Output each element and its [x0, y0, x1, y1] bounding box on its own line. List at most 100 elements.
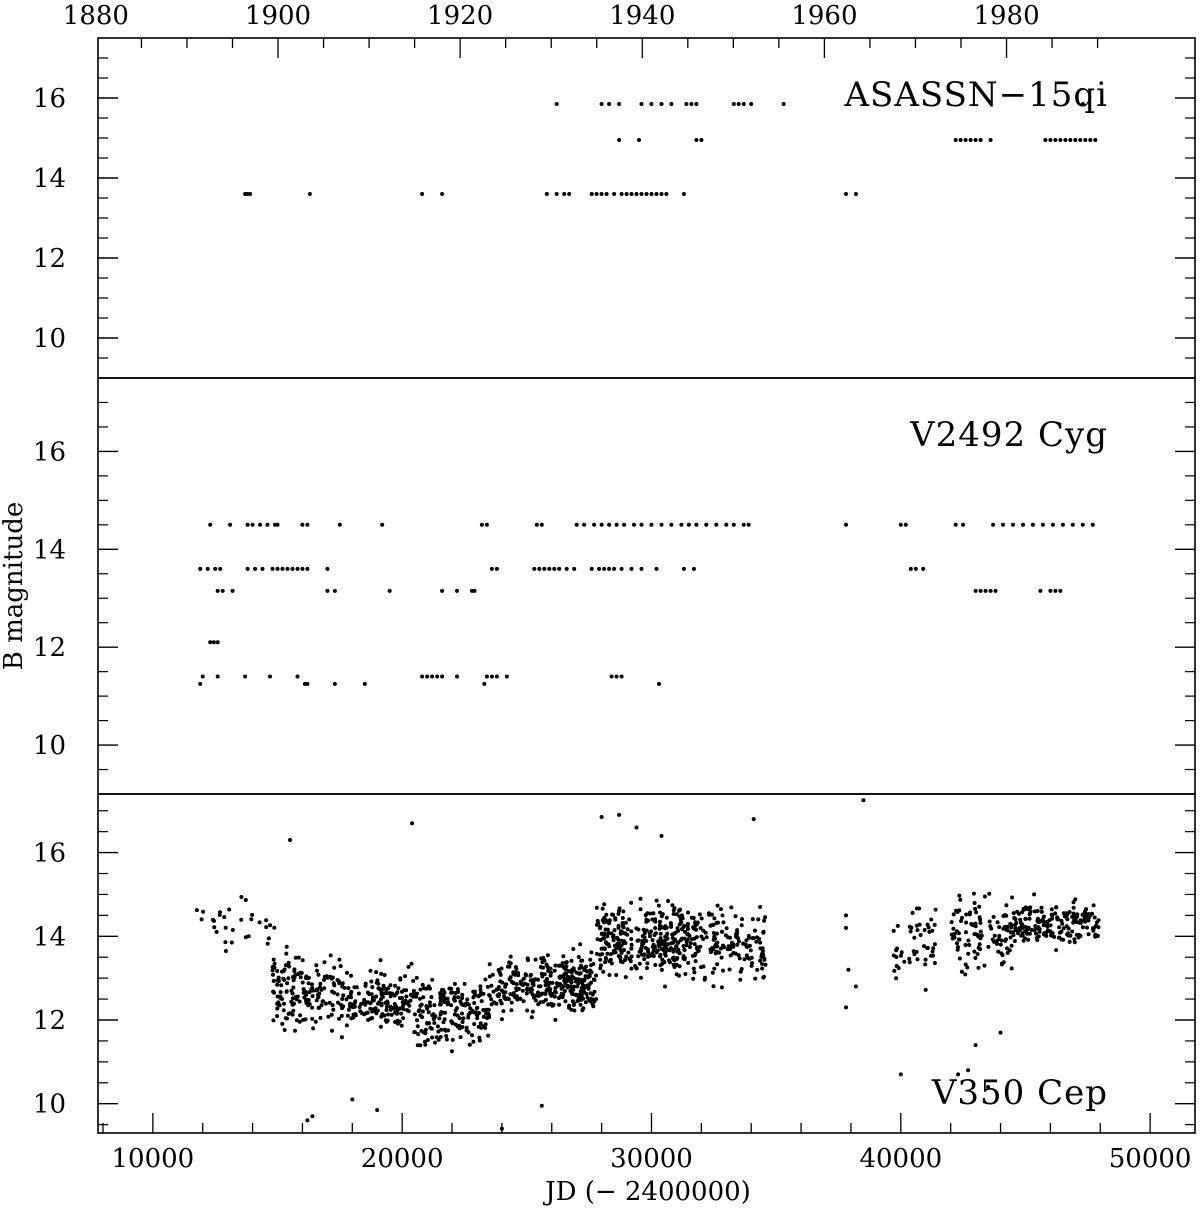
- data-point: [968, 138, 973, 142]
- data-point: [1037, 929, 1042, 934]
- data-point: [588, 991, 593, 996]
- data-point: [198, 681, 203, 686]
- data-point: [271, 1018, 276, 1023]
- data-point: [315, 987, 320, 992]
- data-point: [314, 998, 319, 1003]
- data-point: [303, 990, 308, 995]
- data-point: [306, 975, 311, 980]
- data-point: [478, 988, 483, 992]
- data-point: [432, 1021, 437, 1025]
- data-point: [925, 945, 930, 950]
- data-point: [1033, 924, 1038, 929]
- data-point: [736, 102, 741, 106]
- data-point: [616, 925, 621, 930]
- data-point: [266, 936, 271, 941]
- data-point: [368, 1001, 373, 1006]
- data-point: [379, 997, 383, 1002]
- data-point: [208, 640, 213, 645]
- data-point: [960, 915, 964, 920]
- data-point: [350, 1005, 355, 1010]
- data-point: [908, 929, 913, 934]
- data-point: [640, 952, 644, 957]
- data-point: [349, 973, 353, 978]
- data-point: [689, 102, 694, 106]
- data-point: [272, 925, 277, 930]
- data-point: [239, 895, 244, 899]
- data-point: [315, 968, 319, 973]
- data-point: [638, 896, 643, 901]
- data-point: [1060, 522, 1065, 527]
- data-point: [644, 928, 649, 933]
- data-point: [749, 955, 754, 960]
- data-point: [583, 1000, 588, 1005]
- data-point: [699, 916, 704, 921]
- data-point: [556, 963, 561, 968]
- data-point: [743, 942, 748, 947]
- data-point: [617, 102, 622, 106]
- data-point: [718, 946, 723, 951]
- data-point: [982, 963, 987, 968]
- data-point: [571, 947, 576, 951]
- data-point: [748, 948, 753, 953]
- data-point: [375, 1008, 380, 1013]
- data-point: [670, 932, 675, 937]
- data-point: [972, 932, 977, 937]
- data-point: [634, 966, 639, 971]
- data-point: [458, 1035, 463, 1040]
- data-point: [698, 944, 703, 949]
- data-point: [672, 906, 677, 911]
- data-point: [379, 1014, 384, 1019]
- data-point: [646, 952, 651, 957]
- data-point: [368, 968, 373, 973]
- data-point: [1018, 917, 1023, 922]
- data-point: [1026, 937, 1031, 942]
- data-point: [654, 566, 659, 571]
- data-point: [395, 990, 400, 995]
- data-point: [976, 965, 981, 970]
- data-point: [605, 951, 610, 956]
- data-point: [652, 945, 657, 950]
- data-point: [955, 941, 959, 946]
- data-point: [758, 905, 763, 909]
- data-point: [243, 898, 248, 902]
- data-point: [998, 942, 1003, 947]
- data-point: [348, 991, 353, 996]
- data-point: [507, 964, 512, 969]
- data-point: [541, 965, 545, 970]
- data-point: [1070, 929, 1075, 934]
- data-point: [450, 990, 455, 995]
- data-point: [1093, 138, 1098, 142]
- data-point: [389, 1012, 394, 1017]
- data-point: [651, 911, 656, 916]
- data-point: [680, 913, 684, 918]
- data-point: [305, 681, 310, 686]
- data-point: [715, 940, 720, 945]
- data-point: [318, 981, 323, 986]
- data-point: [440, 192, 445, 196]
- data-point: [275, 969, 280, 973]
- data-point: [1084, 913, 1089, 918]
- data-point: [456, 995, 461, 1000]
- data-point: [976, 945, 981, 950]
- data-point: [332, 965, 337, 970]
- data-point: [578, 1002, 583, 1007]
- data-point: [297, 1019, 302, 1024]
- data-point: [1048, 929, 1053, 934]
- data-point: [846, 967, 851, 972]
- data-point: [288, 838, 292, 842]
- data-point: [911, 949, 916, 954]
- data-point: [277, 1003, 282, 1008]
- data-point: [686, 960, 691, 965]
- data-point: [332, 588, 337, 593]
- data-point: [611, 938, 616, 943]
- x-axis-label: JD (− 2400000): [542, 1177, 751, 1207]
- data-point: [674, 912, 679, 917]
- data-point: [553, 963, 558, 968]
- data-point: [420, 192, 425, 196]
- data-point: [514, 971, 519, 976]
- data-point: [681, 192, 686, 196]
- data-point: [387, 588, 392, 593]
- data-point: [715, 962, 720, 967]
- data-point: [292, 969, 297, 974]
- data-point: [574, 970, 579, 975]
